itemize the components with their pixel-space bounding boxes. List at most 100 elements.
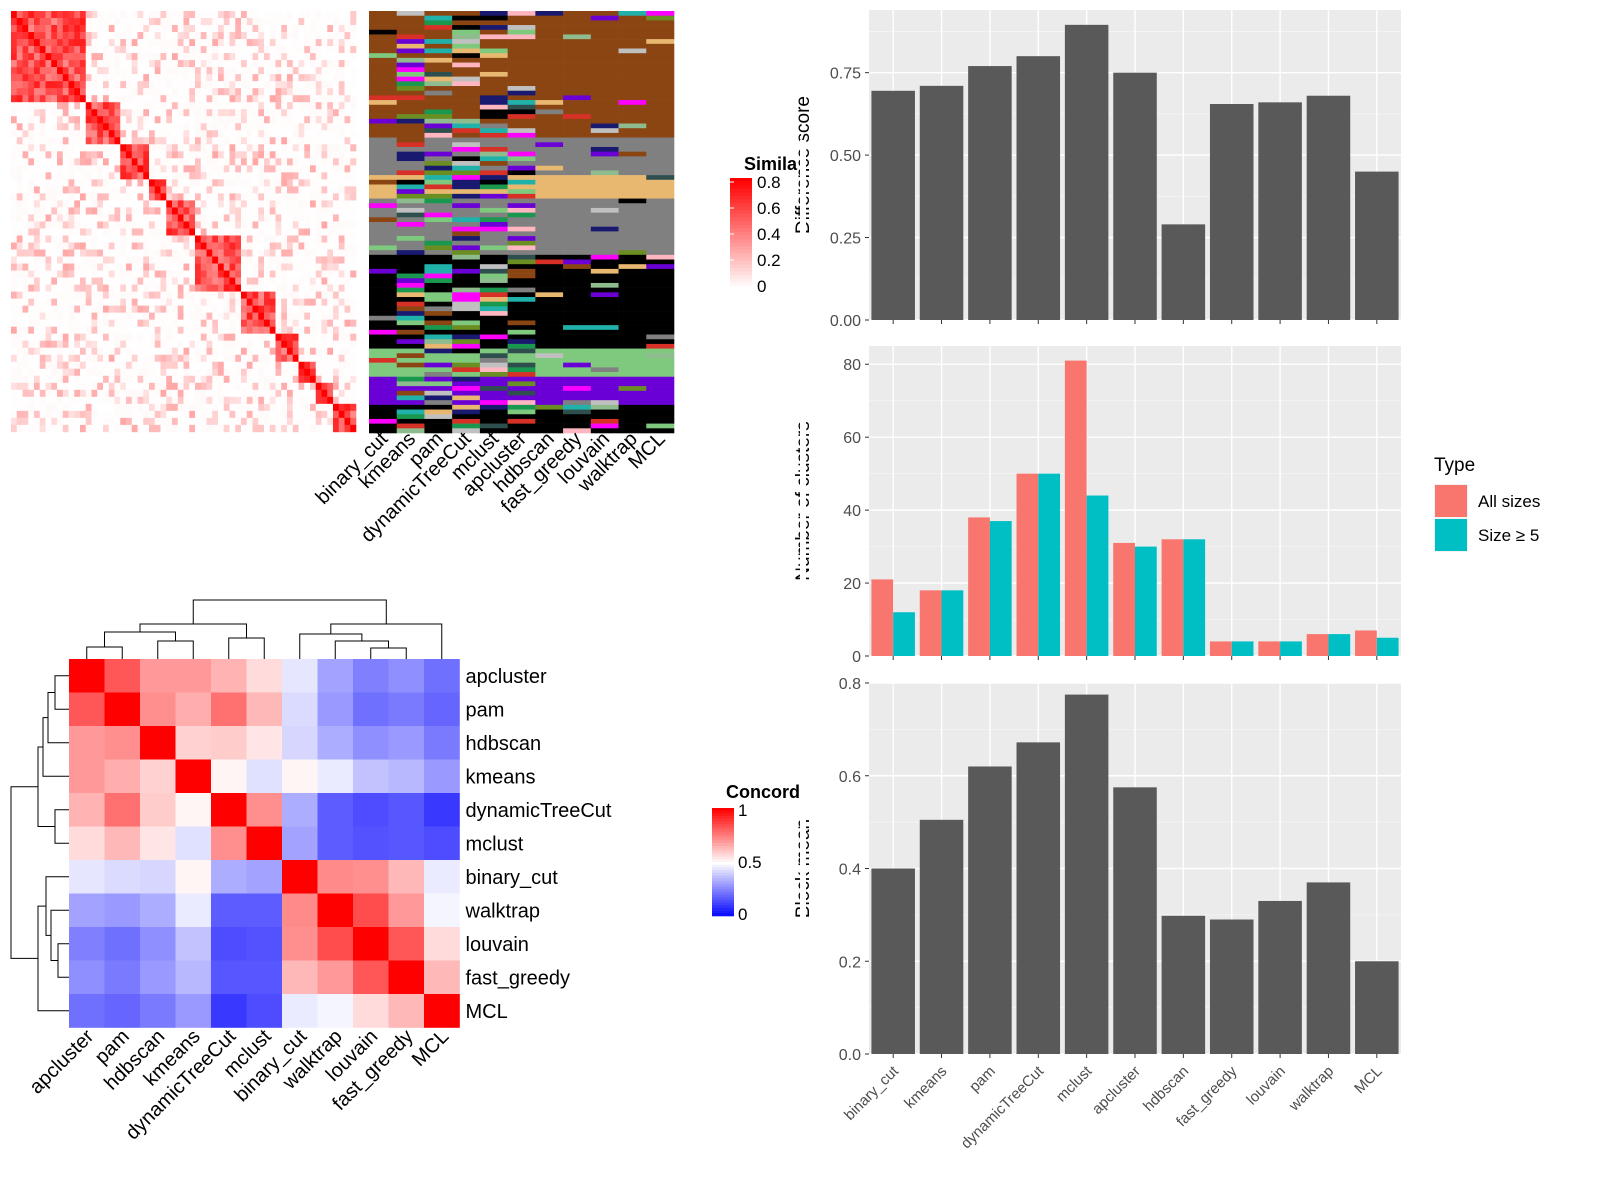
similarity-cell (235, 60, 242, 68)
similarity-cell (74, 424, 81, 433)
similarity-cell (39, 277, 46, 285)
similarity-cell (269, 403, 276, 412)
similarity-cell (126, 291, 133, 299)
concordance-cell (353, 994, 389, 1028)
similarity-cell (258, 46, 265, 54)
similarity-cell (292, 291, 299, 299)
similarity-cell (166, 347, 173, 356)
similarity-cell (333, 368, 340, 377)
cluster-cell (590, 404, 619, 410)
similarity-cell (143, 88, 150, 96)
similarity-cell (57, 39, 64, 47)
cluster-cell (369, 343, 398, 349)
similarity-cell (22, 228, 29, 236)
similarity-cell (304, 284, 311, 292)
similarity-cell (16, 347, 23, 356)
similarity-cell (200, 137, 207, 145)
cluster-cell (563, 29, 592, 35)
similarity-cell (57, 389, 64, 398)
cluster-cell (646, 146, 675, 152)
similarity-cell (292, 137, 299, 145)
similarity-cell (275, 172, 282, 180)
similarity-cell (172, 88, 179, 96)
cluster-cell (479, 297, 508, 303)
similarity-cell (269, 214, 276, 222)
cluster-cell (507, 390, 536, 396)
similarity-cell (137, 172, 144, 180)
similarity-cell (57, 305, 64, 313)
similarity-cell (97, 221, 104, 229)
similarity-cell (68, 109, 75, 117)
cluster-cell (590, 250, 619, 256)
similarity-cell (350, 249, 357, 257)
similarity-cell (166, 116, 173, 124)
similarity-cell (212, 291, 219, 299)
similarity-cell (11, 396, 18, 405)
similarity-cell (229, 312, 236, 320)
similarity-cell (154, 326, 161, 334)
similarity-cell (269, 410, 276, 419)
cluster-cell (424, 329, 453, 335)
similarity-cell (287, 25, 294, 33)
similarity-cell (206, 319, 213, 327)
cluster-cell (396, 222, 425, 227)
similarity-cell (85, 214, 92, 222)
cluster-cell (396, 409, 425, 415)
concordance-cell (69, 759, 105, 794)
similarity-cell (177, 305, 184, 313)
similarity-cell (229, 137, 236, 145)
similarity-cell (160, 375, 167, 384)
similarity-cell (11, 312, 18, 320)
cluster-cell (646, 53, 675, 59)
similarity-cell (338, 53, 345, 61)
cluster-cell (396, 132, 425, 138)
similarity-cell (45, 326, 52, 334)
similarity-cell (131, 32, 138, 40)
cluster-cell (507, 114, 536, 120)
similarity-cell (177, 326, 184, 334)
cluster-cell (646, 156, 675, 162)
similarity-cell (34, 95, 41, 103)
cluster-cell (507, 90, 536, 96)
similarity-cell (114, 144, 121, 152)
similarity-cell (74, 67, 81, 75)
similarity-cell (154, 347, 161, 356)
cluster-cell (563, 315, 592, 321)
similarity-cell (310, 424, 317, 433)
similarity-cell (298, 165, 305, 173)
concordance-cell (140, 692, 176, 727)
similarity-cell (264, 291, 271, 299)
cluster-cell (396, 231, 425, 237)
similarity-cell (154, 32, 161, 40)
cluster-cell (507, 236, 536, 242)
similarity-cell (126, 361, 133, 370)
similarity-cell (114, 165, 121, 173)
similarity-cell (39, 165, 46, 173)
similarity-cell (229, 375, 236, 384)
similarity-cell (287, 228, 294, 236)
similarity-cell (241, 375, 248, 384)
similarity-cell (137, 109, 144, 117)
similarity-cell (16, 207, 23, 215)
similarity-cell (149, 67, 156, 75)
cluster-cell (369, 250, 398, 256)
similarity-cell (149, 221, 156, 229)
similarity-cell (321, 109, 328, 117)
cluster-cell (479, 329, 508, 335)
similarity-cell (189, 368, 196, 377)
cluster-cell (535, 20, 564, 26)
similarity-cell (34, 319, 41, 327)
similarity-cell (74, 221, 81, 229)
similarity-cell (166, 11, 173, 19)
legend-clip-mask (800, 140, 806, 940)
similarity-cell (103, 74, 110, 82)
similarity-cell (310, 95, 317, 103)
similarity-cell (149, 284, 156, 292)
x-tick-label: walktrap (1285, 1063, 1337, 1115)
similarity-cell (229, 18, 236, 26)
similarity-cell (235, 235, 242, 243)
similarity-cell (292, 389, 299, 398)
similarity-cell (108, 200, 115, 208)
similarity-cell (223, 193, 230, 201)
similarity-cell (264, 410, 271, 419)
